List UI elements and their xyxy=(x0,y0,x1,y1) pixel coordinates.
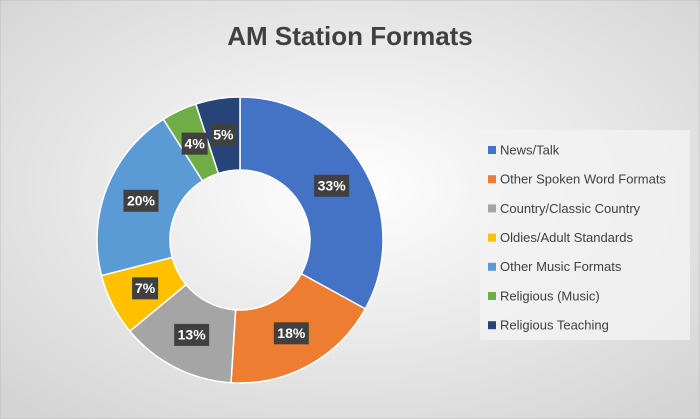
data-label-box xyxy=(174,323,210,346)
data-label-box xyxy=(273,322,309,345)
legend-swatch xyxy=(488,146,496,154)
data-label: 20% xyxy=(127,192,156,208)
donut-slice xyxy=(239,96,384,310)
legend-label: Religious (Music) xyxy=(500,288,600,303)
data-label-box xyxy=(314,174,350,197)
legend-swatch xyxy=(488,204,496,213)
data-label-box xyxy=(210,123,237,146)
data-label-box xyxy=(181,132,208,155)
legend-label: News/Talk xyxy=(500,142,560,157)
data-label: 4% xyxy=(185,135,206,151)
data-label: 7% xyxy=(135,280,156,296)
data-label-box xyxy=(132,277,159,300)
data-label: 18% xyxy=(277,325,306,341)
legend-label: Oldies/Adult Standards xyxy=(500,230,633,245)
data-label: 33% xyxy=(318,177,347,193)
legend-label: Other Music Formats xyxy=(500,259,622,274)
legend-swatch xyxy=(488,321,496,330)
legend-swatch xyxy=(488,175,496,184)
data-label: 13% xyxy=(178,327,207,343)
legend-label: Country/Classic Country xyxy=(500,201,641,216)
legend-swatch xyxy=(488,292,496,300)
legend-swatch xyxy=(488,262,496,271)
chart-title: AM Station Formats xyxy=(227,21,473,51)
data-label-box xyxy=(123,189,159,212)
legend-box xyxy=(480,130,690,340)
legend-swatch xyxy=(488,233,496,242)
legend-label: Other Spoken Word Formats xyxy=(500,172,666,187)
legend-label: Religious Teaching xyxy=(500,318,609,333)
data-label: 5% xyxy=(213,127,234,143)
